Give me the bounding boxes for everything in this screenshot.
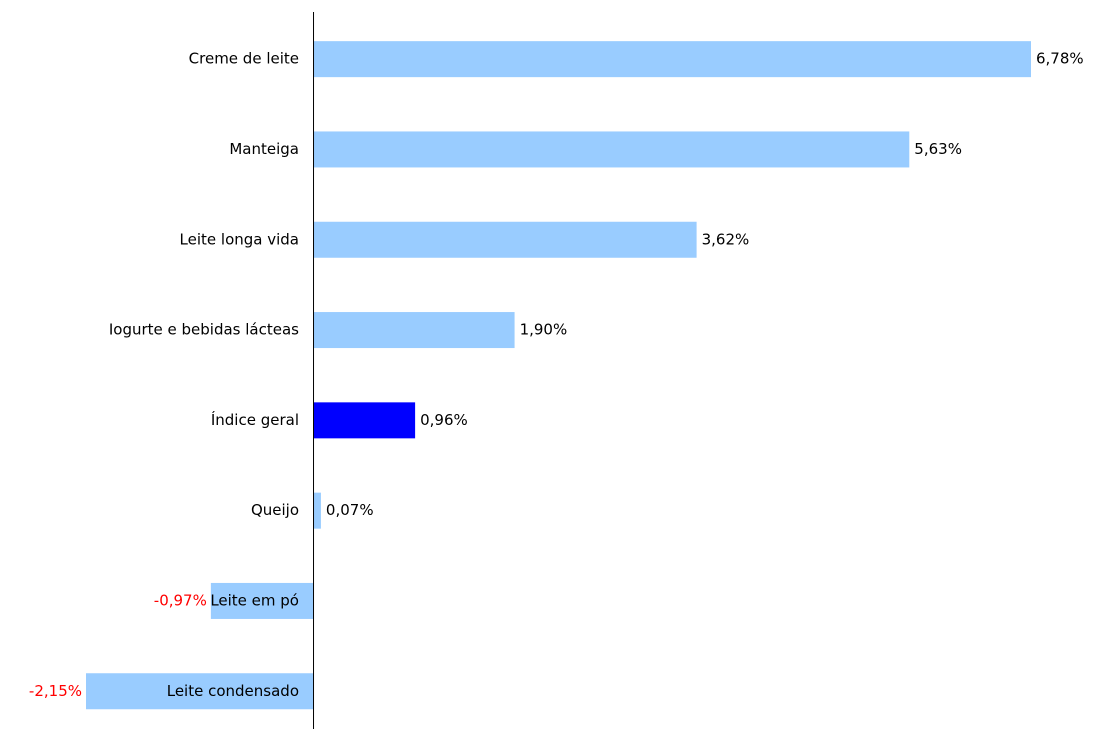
category-label: Índice geral (211, 410, 299, 429)
category-label: Manteiga (229, 140, 299, 158)
bar (313, 402, 416, 439)
bar (313, 312, 515, 349)
category-label: Leite em pó (210, 591, 299, 609)
category-label: Iogurte e bebidas lácteas (109, 321, 299, 339)
bar (313, 221, 697, 258)
value-label: -0,97% (154, 591, 207, 609)
category-label: Queijo (251, 501, 299, 519)
bar (313, 41, 1031, 78)
bar (313, 131, 910, 168)
value-label: 1,90% (520, 321, 568, 339)
bar (86, 673, 314, 710)
category-label: Creme de leite (189, 50, 299, 68)
value-label: 3,62% (702, 230, 750, 248)
value-label: 6,78% (1036, 50, 1084, 68)
category-label: Leite longa vida (180, 230, 299, 248)
category-label: Leite condensado (167, 682, 299, 700)
value-label: 5,63% (914, 140, 962, 158)
value-label: 0,96% (420, 411, 468, 429)
value-label: 0,07% (326, 501, 374, 519)
value-label: -2,15% (29, 682, 82, 700)
bar (313, 492, 321, 529)
bar (210, 582, 314, 619)
